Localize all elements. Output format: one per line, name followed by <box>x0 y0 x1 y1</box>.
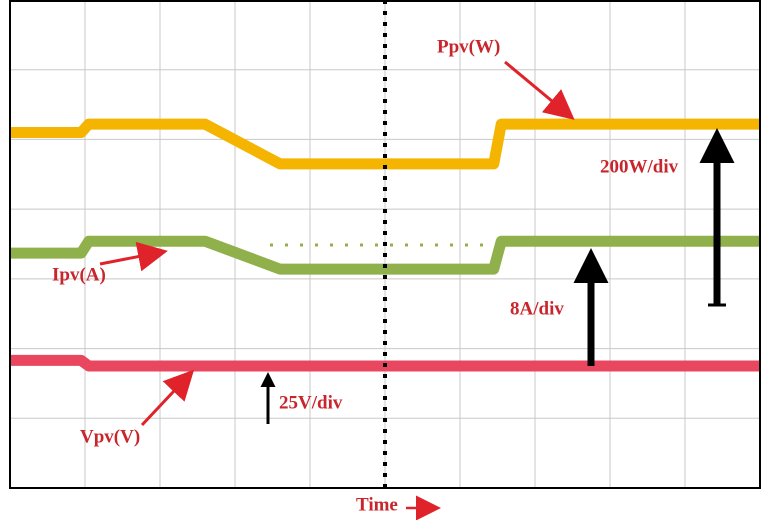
x-axis-label: Time <box>356 494 398 515</box>
series-label: Ipv(A) <box>52 264 106 285</box>
label-arrow <box>504 60 575 120</box>
traces <box>10 118 760 372</box>
annotation: 8A/div <box>510 298 564 319</box>
series-label: Ppv(W) <box>437 36 500 57</box>
trace <box>10 118 760 170</box>
label-arrow <box>99 241 168 272</box>
annotation: 25V/div <box>279 392 343 413</box>
series-label: Vpv(V) <box>80 426 140 447</box>
trace <box>10 354 760 372</box>
trace <box>10 235 760 275</box>
label-arrow <box>140 369 195 427</box>
annotation: 200W/div <box>600 156 679 177</box>
